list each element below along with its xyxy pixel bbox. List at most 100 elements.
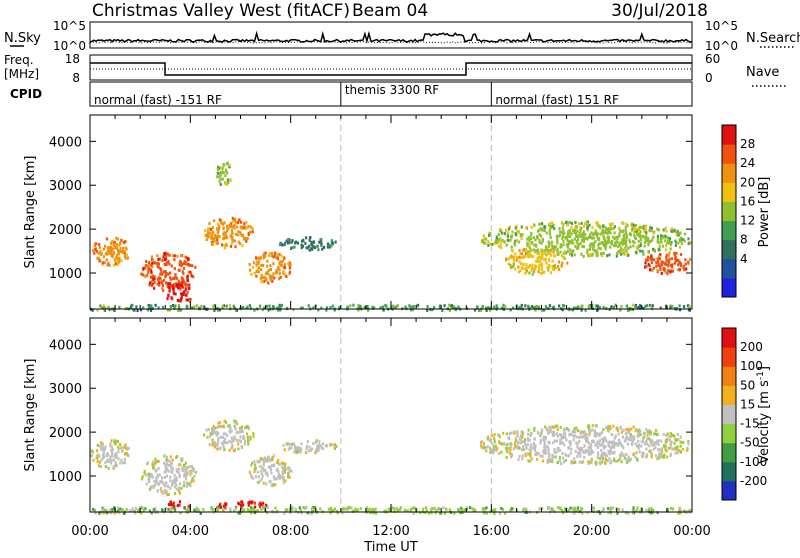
data-cell	[537, 260, 540, 264]
data-cell	[667, 446, 670, 450]
data-cell	[93, 242, 97, 246]
data-cell	[666, 241, 669, 245]
data-cell	[487, 240, 490, 244]
data-cell	[687, 262, 690, 266]
data-cell	[164, 275, 167, 279]
data-cell	[621, 230, 624, 234]
data-cell	[592, 241, 595, 245]
data-cell	[645, 236, 648, 239]
data-cell	[613, 436, 616, 440]
data-cell	[556, 449, 560, 453]
data-cell	[638, 450, 641, 454]
data-cell	[294, 445, 297, 448]
data-cell	[551, 306, 554, 309]
data-cell	[596, 253, 599, 257]
data-cell	[286, 508, 289, 512]
data-cell	[607, 427, 610, 431]
data-cell	[206, 229, 210, 233]
data-cell	[111, 451, 114, 455]
data-cell	[510, 254, 513, 258]
data-cell	[679, 308, 682, 312]
data-cell	[589, 446, 592, 450]
data-cell	[567, 454, 571, 458]
data-cell	[287, 472, 290, 476]
data-cell	[507, 262, 510, 266]
data-cell	[96, 308, 99, 312]
data-cell	[569, 308, 572, 312]
data-cell	[227, 181, 230, 184]
data-cell	[642, 226, 645, 230]
data-cell	[91, 308, 94, 312]
data-cell	[539, 263, 542, 267]
data-cell	[100, 441, 103, 445]
data-cell	[599, 461, 602, 465]
data-cell	[514, 441, 517, 445]
data-cell	[528, 255, 531, 258]
data-cell	[646, 442, 649, 446]
data-cell	[524, 304, 527, 308]
data-cell	[459, 511, 462, 515]
data-cell	[320, 446, 323, 450]
data-cell	[98, 246, 101, 249]
data-cell	[242, 503, 245, 507]
data-cell	[170, 503, 173, 507]
data-cell	[229, 179, 232, 183]
data-cell	[218, 226, 221, 230]
data-cell	[679, 444, 682, 448]
data-cell	[168, 459, 171, 463]
data-cell	[298, 448, 301, 452]
data-cell	[143, 469, 146, 473]
data-cell	[509, 238, 512, 242]
data-cell	[595, 460, 598, 464]
data-cell	[608, 253, 611, 257]
data-cell	[268, 479, 271, 483]
data-cell	[589, 452, 592, 456]
data-cell	[112, 243, 115, 247]
y-tick-label: 1000	[49, 470, 82, 485]
data-cell	[161, 306, 165, 309]
nsearch-line	[89, 40, 693, 44]
data-cell	[485, 449, 488, 453]
data-cell	[218, 308, 221, 312]
data-cell	[183, 266, 186, 270]
data-cell	[633, 226, 636, 230]
data-cell	[112, 252, 115, 256]
colorbar-tick-label: 200	[740, 340, 763, 354]
data-cell	[250, 463, 253, 467]
data-cell	[261, 280, 264, 284]
data-cell	[543, 229, 546, 232]
data-cell	[576, 306, 579, 310]
data-cell	[317, 308, 320, 312]
data-cell	[519, 438, 522, 442]
data-cell	[682, 509, 686, 513]
data-cell	[572, 249, 575, 253]
data-cell	[156, 254, 159, 258]
data-cell	[502, 508, 505, 511]
data-cell	[94, 248, 97, 252]
data-cell	[599, 444, 602, 448]
data-cell	[297, 446, 300, 450]
data-cell	[552, 430, 556, 434]
data-cell	[288, 446, 292, 450]
data-cell	[616, 240, 619, 244]
data-cell	[604, 241, 607, 245]
data-cell	[647, 250, 650, 254]
colorbar-swatch	[722, 182, 736, 202]
data-cell	[534, 437, 537, 441]
data-cell	[605, 454, 608, 458]
data-cell	[525, 509, 528, 512]
data-cell	[527, 235, 530, 239]
freq-line	[90, 62, 692, 76]
data-cell	[225, 243, 228, 247]
colorbar-swatch	[722, 239, 736, 260]
data-cell	[565, 243, 569, 247]
data-cell	[439, 306, 442, 310]
data-cell	[187, 286, 190, 290]
data-cell	[153, 260, 156, 264]
data-cell	[204, 229, 207, 233]
data-cell	[625, 244, 628, 248]
data-cell	[575, 426, 578, 430]
data-cell	[516, 433, 519, 437]
data-cell	[102, 453, 105, 457]
data-cell	[566, 261, 569, 265]
